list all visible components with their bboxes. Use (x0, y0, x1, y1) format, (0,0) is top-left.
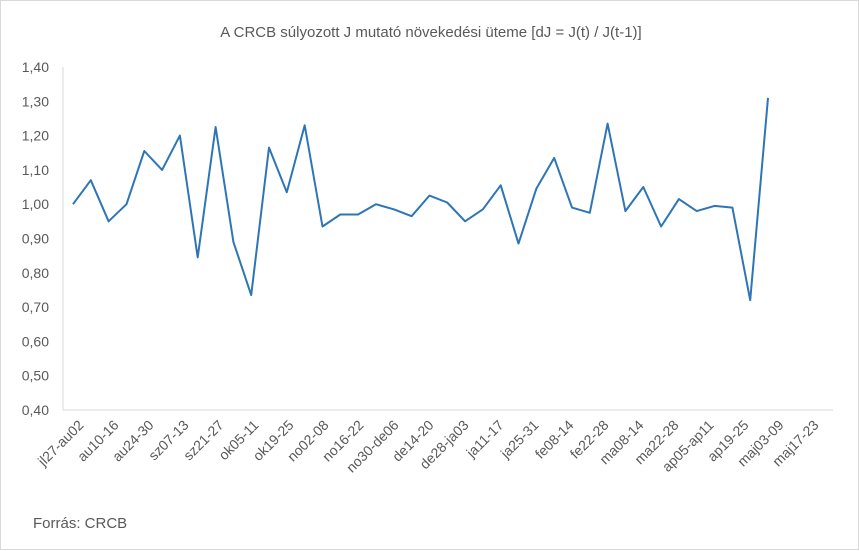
source-note: Forrás: CRCB (33, 515, 128, 532)
y-tick-label: 0,80 (22, 265, 49, 281)
y-tick-label: 0,50 (22, 368, 49, 384)
y-tick-label: 0,90 (22, 231, 49, 247)
chart-title: A CRCB súlyozott J mutató növekedési üte… (220, 24, 641, 41)
y-tick-label: 0,60 (22, 333, 49, 349)
y-tick-label: 1,40 (22, 59, 49, 75)
x-tick-label: ja25-31 (497, 417, 542, 462)
y-tick-label: 0,40 (22, 402, 49, 418)
series-line (72, 97, 769, 302)
y-tick-label: 1,10 (22, 162, 49, 178)
y-tick-label: 1,00 (22, 196, 49, 212)
x-axis: jl27-au02au10-16au24-30sz07-13sz21-27ok0… (34, 409, 833, 475)
x-tick-label: ja11-17 (462, 417, 506, 461)
y-tick-label: 0,70 (22, 299, 49, 315)
y-axis: 0,40 0,50 0,60 0,70 0,80 0,90 1,00 1,10 1,20 1,30… (22, 59, 64, 418)
y-tick-label: 1,20 (22, 128, 49, 144)
series (72, 97, 769, 302)
x-tick-label: jl27-au02 (34, 417, 87, 470)
y-tick-label: 1,30 (22, 93, 49, 109)
